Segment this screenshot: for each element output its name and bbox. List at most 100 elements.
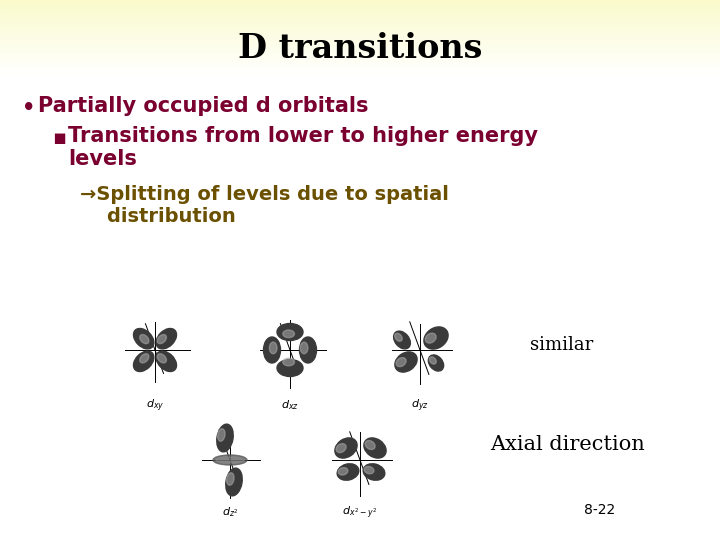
Bar: [0, 35, 720, 36]
Ellipse shape: [226, 468, 242, 496]
Bar: [0, 28, 720, 29]
Ellipse shape: [227, 473, 234, 485]
Bar: [0, 62, 720, 63]
Bar: [0, 61, 720, 62]
Bar: [0, 42, 720, 43]
Ellipse shape: [269, 342, 277, 354]
Bar: [0, 19, 720, 20]
Bar: [0, 27, 720, 28]
Bar: [0, 44, 720, 45]
Bar: [0, 67, 720, 68]
Ellipse shape: [140, 334, 149, 343]
Bar: [0, 51, 720, 52]
Bar: [0, 57, 720, 58]
Bar: [0, 37, 720, 38]
Ellipse shape: [264, 337, 281, 363]
Bar: [0, 50, 720, 51]
Text: Axial direction: Axial direction: [490, 435, 644, 455]
Bar: [0, 21, 720, 22]
Bar: [0, 31, 720, 32]
Bar: [0, 18, 720, 19]
Bar: [0, 8, 720, 9]
Ellipse shape: [216, 457, 244, 463]
Bar: [0, 6, 720, 7]
Ellipse shape: [394, 331, 410, 349]
Bar: [0, 74, 720, 75]
Bar: [0, 40, 720, 41]
Ellipse shape: [300, 337, 317, 363]
Bar: [0, 5, 720, 6]
Ellipse shape: [336, 443, 346, 453]
Ellipse shape: [217, 424, 233, 452]
Ellipse shape: [364, 438, 386, 458]
Bar: [0, 48, 720, 49]
Bar: [0, 17, 720, 18]
Bar: [0, 71, 720, 72]
Text: similar: similar: [530, 336, 593, 354]
Bar: [0, 66, 720, 67]
Ellipse shape: [133, 328, 154, 349]
Text: $d_{yz}$: $d_{yz}$: [411, 398, 429, 414]
Text: $d_{z^2}$: $d_{z^2}$: [222, 505, 238, 519]
Ellipse shape: [157, 334, 166, 343]
Text: 8-22: 8-22: [585, 503, 616, 517]
Text: D transitions: D transitions: [238, 31, 482, 64]
Bar: [0, 0, 720, 1]
Ellipse shape: [133, 351, 154, 372]
Bar: [0, 1, 720, 2]
Bar: [0, 10, 720, 11]
Bar: [0, 70, 720, 71]
Bar: [0, 47, 720, 48]
Bar: [0, 2, 720, 3]
Bar: [0, 4, 720, 5]
Ellipse shape: [283, 330, 294, 338]
Ellipse shape: [140, 354, 149, 363]
Bar: [0, 29, 720, 30]
Bar: [0, 26, 720, 27]
Text: $d_{xz}$: $d_{xz}$: [281, 398, 299, 412]
Bar: [0, 39, 720, 40]
Bar: [0, 32, 720, 33]
Bar: [0, 46, 720, 47]
Ellipse shape: [157, 354, 166, 363]
Ellipse shape: [337, 464, 359, 480]
Ellipse shape: [429, 357, 436, 364]
Text: →Splitting of levels due to spatial
    distribution: →Splitting of levels due to spatial dist…: [80, 185, 449, 226]
Bar: [0, 63, 720, 64]
Ellipse shape: [424, 327, 448, 349]
Ellipse shape: [156, 328, 176, 349]
Bar: [0, 60, 720, 61]
Bar: [0, 30, 720, 31]
Text: Transitions from lower to higher energy
levels: Transitions from lower to higher energy …: [68, 126, 538, 169]
Bar: [0, 22, 720, 23]
Bar: [0, 55, 720, 56]
Bar: [0, 24, 720, 25]
Ellipse shape: [156, 351, 176, 372]
Ellipse shape: [338, 468, 348, 475]
Bar: [0, 45, 720, 46]
Text: •: •: [22, 98, 35, 118]
Ellipse shape: [428, 355, 444, 371]
Bar: [0, 68, 720, 69]
Text: $d_{xy}$: $d_{xy}$: [146, 398, 164, 414]
Bar: [0, 72, 720, 73]
Ellipse shape: [364, 467, 374, 474]
Bar: [0, 43, 720, 44]
Ellipse shape: [395, 333, 402, 341]
Ellipse shape: [335, 438, 357, 458]
Bar: [0, 59, 720, 60]
Bar: [0, 36, 720, 37]
Bar: [0, 15, 720, 16]
Bar: [0, 49, 720, 50]
Text: $d_{x^2-y^2}$: $d_{x^2-y^2}$: [343, 505, 377, 522]
Ellipse shape: [277, 360, 303, 376]
Bar: [0, 58, 720, 59]
Ellipse shape: [365, 441, 375, 450]
Bar: [0, 64, 720, 65]
Bar: [0, 65, 720, 66]
Bar: [0, 25, 720, 26]
Bar: [0, 12, 720, 13]
Bar: [0, 11, 720, 12]
Ellipse shape: [300, 342, 308, 354]
Bar: [0, 16, 720, 17]
